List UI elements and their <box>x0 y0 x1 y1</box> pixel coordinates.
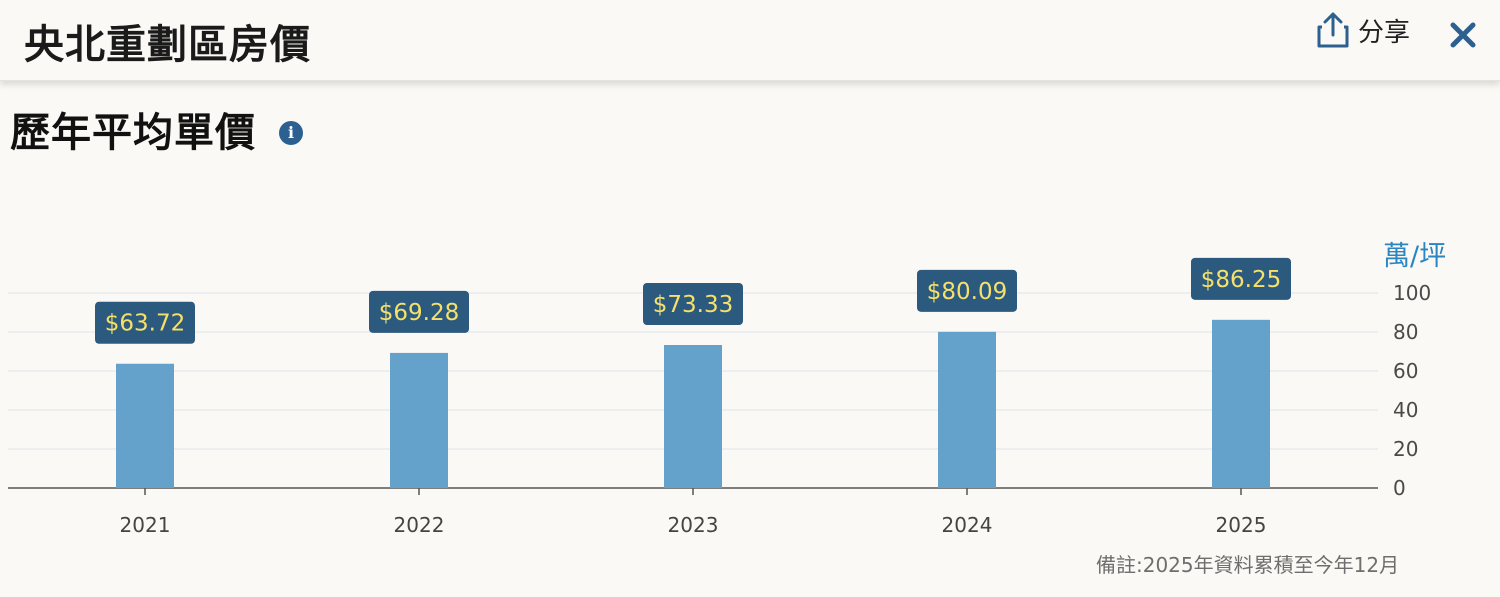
data-label-box <box>95 301 195 344</box>
y-tick-label: 0 <box>1393 476 1406 500</box>
bar <box>116 363 174 488</box>
bar <box>664 345 722 488</box>
bar <box>1212 319 1270 488</box>
x-tick-label: 2024 <box>942 513 993 537</box>
y-tick-label: 40 <box>1393 398 1418 422</box>
data-label: $63.72 <box>105 311 185 337</box>
y-tick-label: 100 <box>1393 281 1431 305</box>
share-button[interactable]: 分享 <box>1316 10 1410 50</box>
data-label: $73.33 <box>653 292 733 318</box>
page-title: 央北重劃區房價 <box>24 22 311 68</box>
close-button[interactable] <box>1446 18 1480 52</box>
x-tick-label: 2022 <box>394 513 445 537</box>
data-label-box <box>369 290 469 333</box>
header-bar: 央北重劃區房價 分享 <box>0 0 1500 81</box>
info-icon[interactable]: i <box>279 121 303 145</box>
close-icon <box>1450 22 1476 48</box>
data-label: $86.25 <box>1201 267 1281 293</box>
x-tick-label: 2023 <box>668 513 719 537</box>
x-tick-label: 2025 <box>1216 513 1267 537</box>
data-label-box <box>917 269 1017 312</box>
y-tick-label: 20 <box>1393 437 1418 461</box>
data-label-box <box>1191 257 1291 300</box>
y-tick-label: 60 <box>1393 359 1418 383</box>
footnote: 備註:2025年資料累積至今年12月 <box>1096 553 1400 577</box>
bar <box>390 352 448 488</box>
data-label: $69.28 <box>379 300 459 326</box>
data-label-box <box>643 283 743 326</box>
x-tick-label: 2021 <box>120 513 171 537</box>
data-label: $80.09 <box>927 279 1007 305</box>
bar <box>938 331 996 488</box>
section-title: 歷年平均單價 <box>10 110 256 156</box>
y-tick-label: 80 <box>1393 320 1418 344</box>
share-icon <box>1317 12 1349 48</box>
y-axis-unit-label: 萬/坪 <box>1383 241 1447 272</box>
share-label: 分享 <box>1358 17 1411 48</box>
